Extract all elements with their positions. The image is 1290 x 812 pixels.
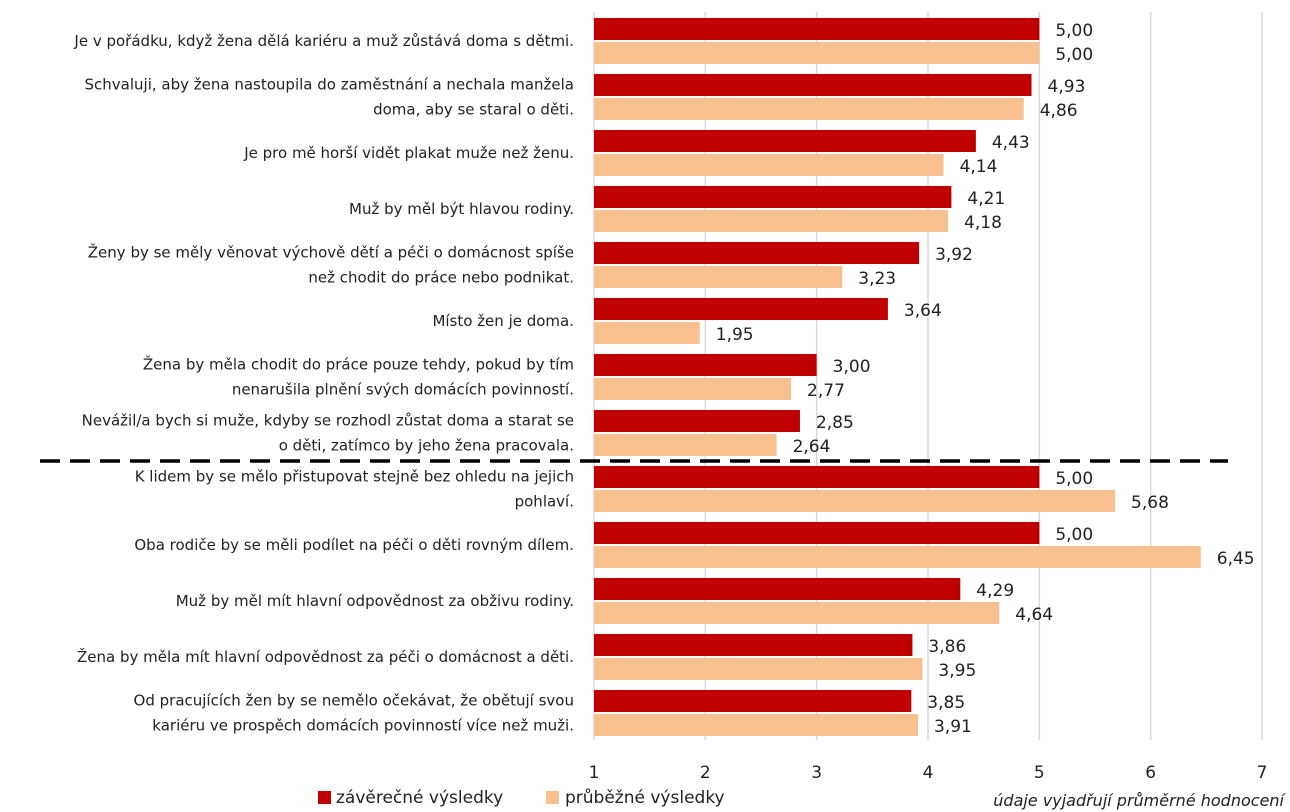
data-label-final: 2,85 bbox=[816, 413, 854, 433]
legend-label-final: závěrečné výsledky bbox=[336, 788, 503, 808]
category-label: o děti, zatímco by jeho žena pracovala. bbox=[279, 437, 574, 455]
data-label-interim: 2,64 bbox=[793, 437, 831, 457]
bar-interim bbox=[594, 322, 700, 344]
data-label-final: 5,00 bbox=[1055, 525, 1093, 545]
category-label: Místo žen je doma. bbox=[432, 312, 574, 330]
bar-interim bbox=[594, 546, 1201, 568]
data-label-final: 3,00 bbox=[833, 357, 871, 377]
category-label: Od pracujících žen by se nemělo očekávat… bbox=[134, 692, 574, 710]
bar-interim bbox=[594, 210, 949, 232]
x-tick-label: 7 bbox=[1257, 763, 1268, 783]
x-tick-label: 5 bbox=[1034, 763, 1045, 783]
bar-final bbox=[594, 466, 1040, 488]
bar-interim bbox=[594, 602, 1000, 624]
x-tick-label: 1 bbox=[589, 763, 600, 783]
category-label: K lidem by se mělo přistupovat stejně be… bbox=[135, 468, 574, 486]
legend-label-interim: průběžné výsledky bbox=[565, 788, 725, 808]
data-label-final: 5,00 bbox=[1055, 469, 1093, 489]
data-label-final: 5,00 bbox=[1055, 21, 1093, 41]
category-label: Je pro mě horší vidět plakat muže než že… bbox=[243, 144, 574, 162]
data-label-final: 3,64 bbox=[904, 301, 942, 321]
bar-final bbox=[594, 354, 817, 376]
footnote: údaje vyjadřují průměrné hodnocení bbox=[993, 791, 1286, 810]
category-label: než chodit do práce nebo podnikat. bbox=[308, 269, 574, 287]
data-label-interim: 5,00 bbox=[1055, 45, 1093, 65]
category-label: Žena by měla chodit do práce pouze tehdy… bbox=[143, 355, 574, 374]
category-label: Nevážil/a bych si muže, kdyby se rozhodl… bbox=[82, 412, 574, 430]
bar-interim bbox=[594, 266, 843, 288]
category-label: Muž by měl mít hlavní odpovědnost za obž… bbox=[176, 592, 574, 610]
bars-layer bbox=[40, 18, 1228, 736]
category-label: Schvaluji, aby žena nastoupila do zaměst… bbox=[85, 76, 574, 94]
category-label: pohlaví. bbox=[515, 493, 574, 511]
x-tick-label: 4 bbox=[923, 763, 934, 783]
bar-final bbox=[594, 634, 913, 656]
x-tick-label: 6 bbox=[1145, 763, 1156, 783]
x-axis: 1 2 3 4 5 6 7 bbox=[589, 763, 1268, 783]
bar-final bbox=[594, 578, 961, 600]
data-label-interim: 2,77 bbox=[807, 381, 845, 401]
data-label-final: 4,93 bbox=[1048, 77, 1086, 97]
data-label-interim: 6,45 bbox=[1217, 549, 1255, 569]
category-label: kariéru ve prospěch domácích povinností … bbox=[152, 717, 574, 735]
category-label: Žena by měla mít hlavní odpovědnost za p… bbox=[77, 647, 574, 666]
bar-final bbox=[594, 410, 800, 432]
data-label-interim: 1,95 bbox=[716, 325, 754, 345]
bar-final bbox=[594, 242, 920, 264]
data-label-final: 3,86 bbox=[928, 637, 966, 657]
bar-final bbox=[594, 522, 1040, 544]
category-label: nenarušila plnění svých domácích povinno… bbox=[232, 381, 574, 399]
bar-interim bbox=[594, 658, 923, 680]
data-label-interim: 3,95 bbox=[938, 661, 976, 681]
bar-interim bbox=[594, 714, 918, 736]
bar-interim bbox=[594, 434, 777, 456]
bar-final bbox=[594, 130, 976, 152]
bar-final bbox=[594, 18, 1040, 40]
legend-swatch-final bbox=[318, 791, 331, 804]
bar-final bbox=[594, 298, 888, 320]
data-label-interim: 5,68 bbox=[1131, 493, 1169, 513]
data-label-interim: 3,23 bbox=[858, 269, 896, 289]
category-label: Oba rodiče by se měli podílet na péči o … bbox=[134, 536, 574, 554]
bar-interim bbox=[594, 154, 944, 176]
category-label: Muž by měl být hlavou rodiny. bbox=[349, 200, 574, 218]
data-label-final: 3,92 bbox=[935, 245, 973, 265]
bar-interim bbox=[594, 378, 792, 400]
data-label-final: 3,85 bbox=[927, 693, 965, 713]
data-label-interim: 4,18 bbox=[964, 213, 1002, 233]
category-label: doma, aby se staral o děti. bbox=[373, 101, 574, 119]
bar-final bbox=[594, 690, 912, 712]
bar-interim bbox=[594, 98, 1024, 120]
x-tick-label: 3 bbox=[811, 763, 822, 783]
bar-interim bbox=[594, 42, 1040, 64]
data-label-final: 4,43 bbox=[992, 133, 1030, 153]
data-label-interim: 4,64 bbox=[1015, 605, 1053, 625]
data-label-final: 4,21 bbox=[967, 189, 1005, 209]
legend: závěrečné výsledky průběžné výsledky bbox=[318, 788, 725, 808]
category-label: Je v pořádku, když žena dělá kariéru a m… bbox=[73, 32, 574, 50]
category-label: Ženy by se měly věnovat výchově dětí a p… bbox=[88, 243, 574, 262]
x-tick-label: 2 bbox=[700, 763, 711, 783]
bar-interim bbox=[594, 490, 1116, 512]
bar-final bbox=[594, 186, 952, 208]
labels-layer: 5,00 5,00 Je v pořádku, když žena dělá kar… bbox=[73, 21, 1254, 737]
data-label-interim: 4,14 bbox=[960, 157, 998, 177]
legend-swatch-interim bbox=[546, 791, 559, 804]
data-label-interim: 3,91 bbox=[934, 717, 972, 737]
bar-final bbox=[594, 74, 1032, 96]
data-label-final: 4,29 bbox=[976, 581, 1014, 601]
data-label-interim: 4,86 bbox=[1040, 101, 1078, 121]
